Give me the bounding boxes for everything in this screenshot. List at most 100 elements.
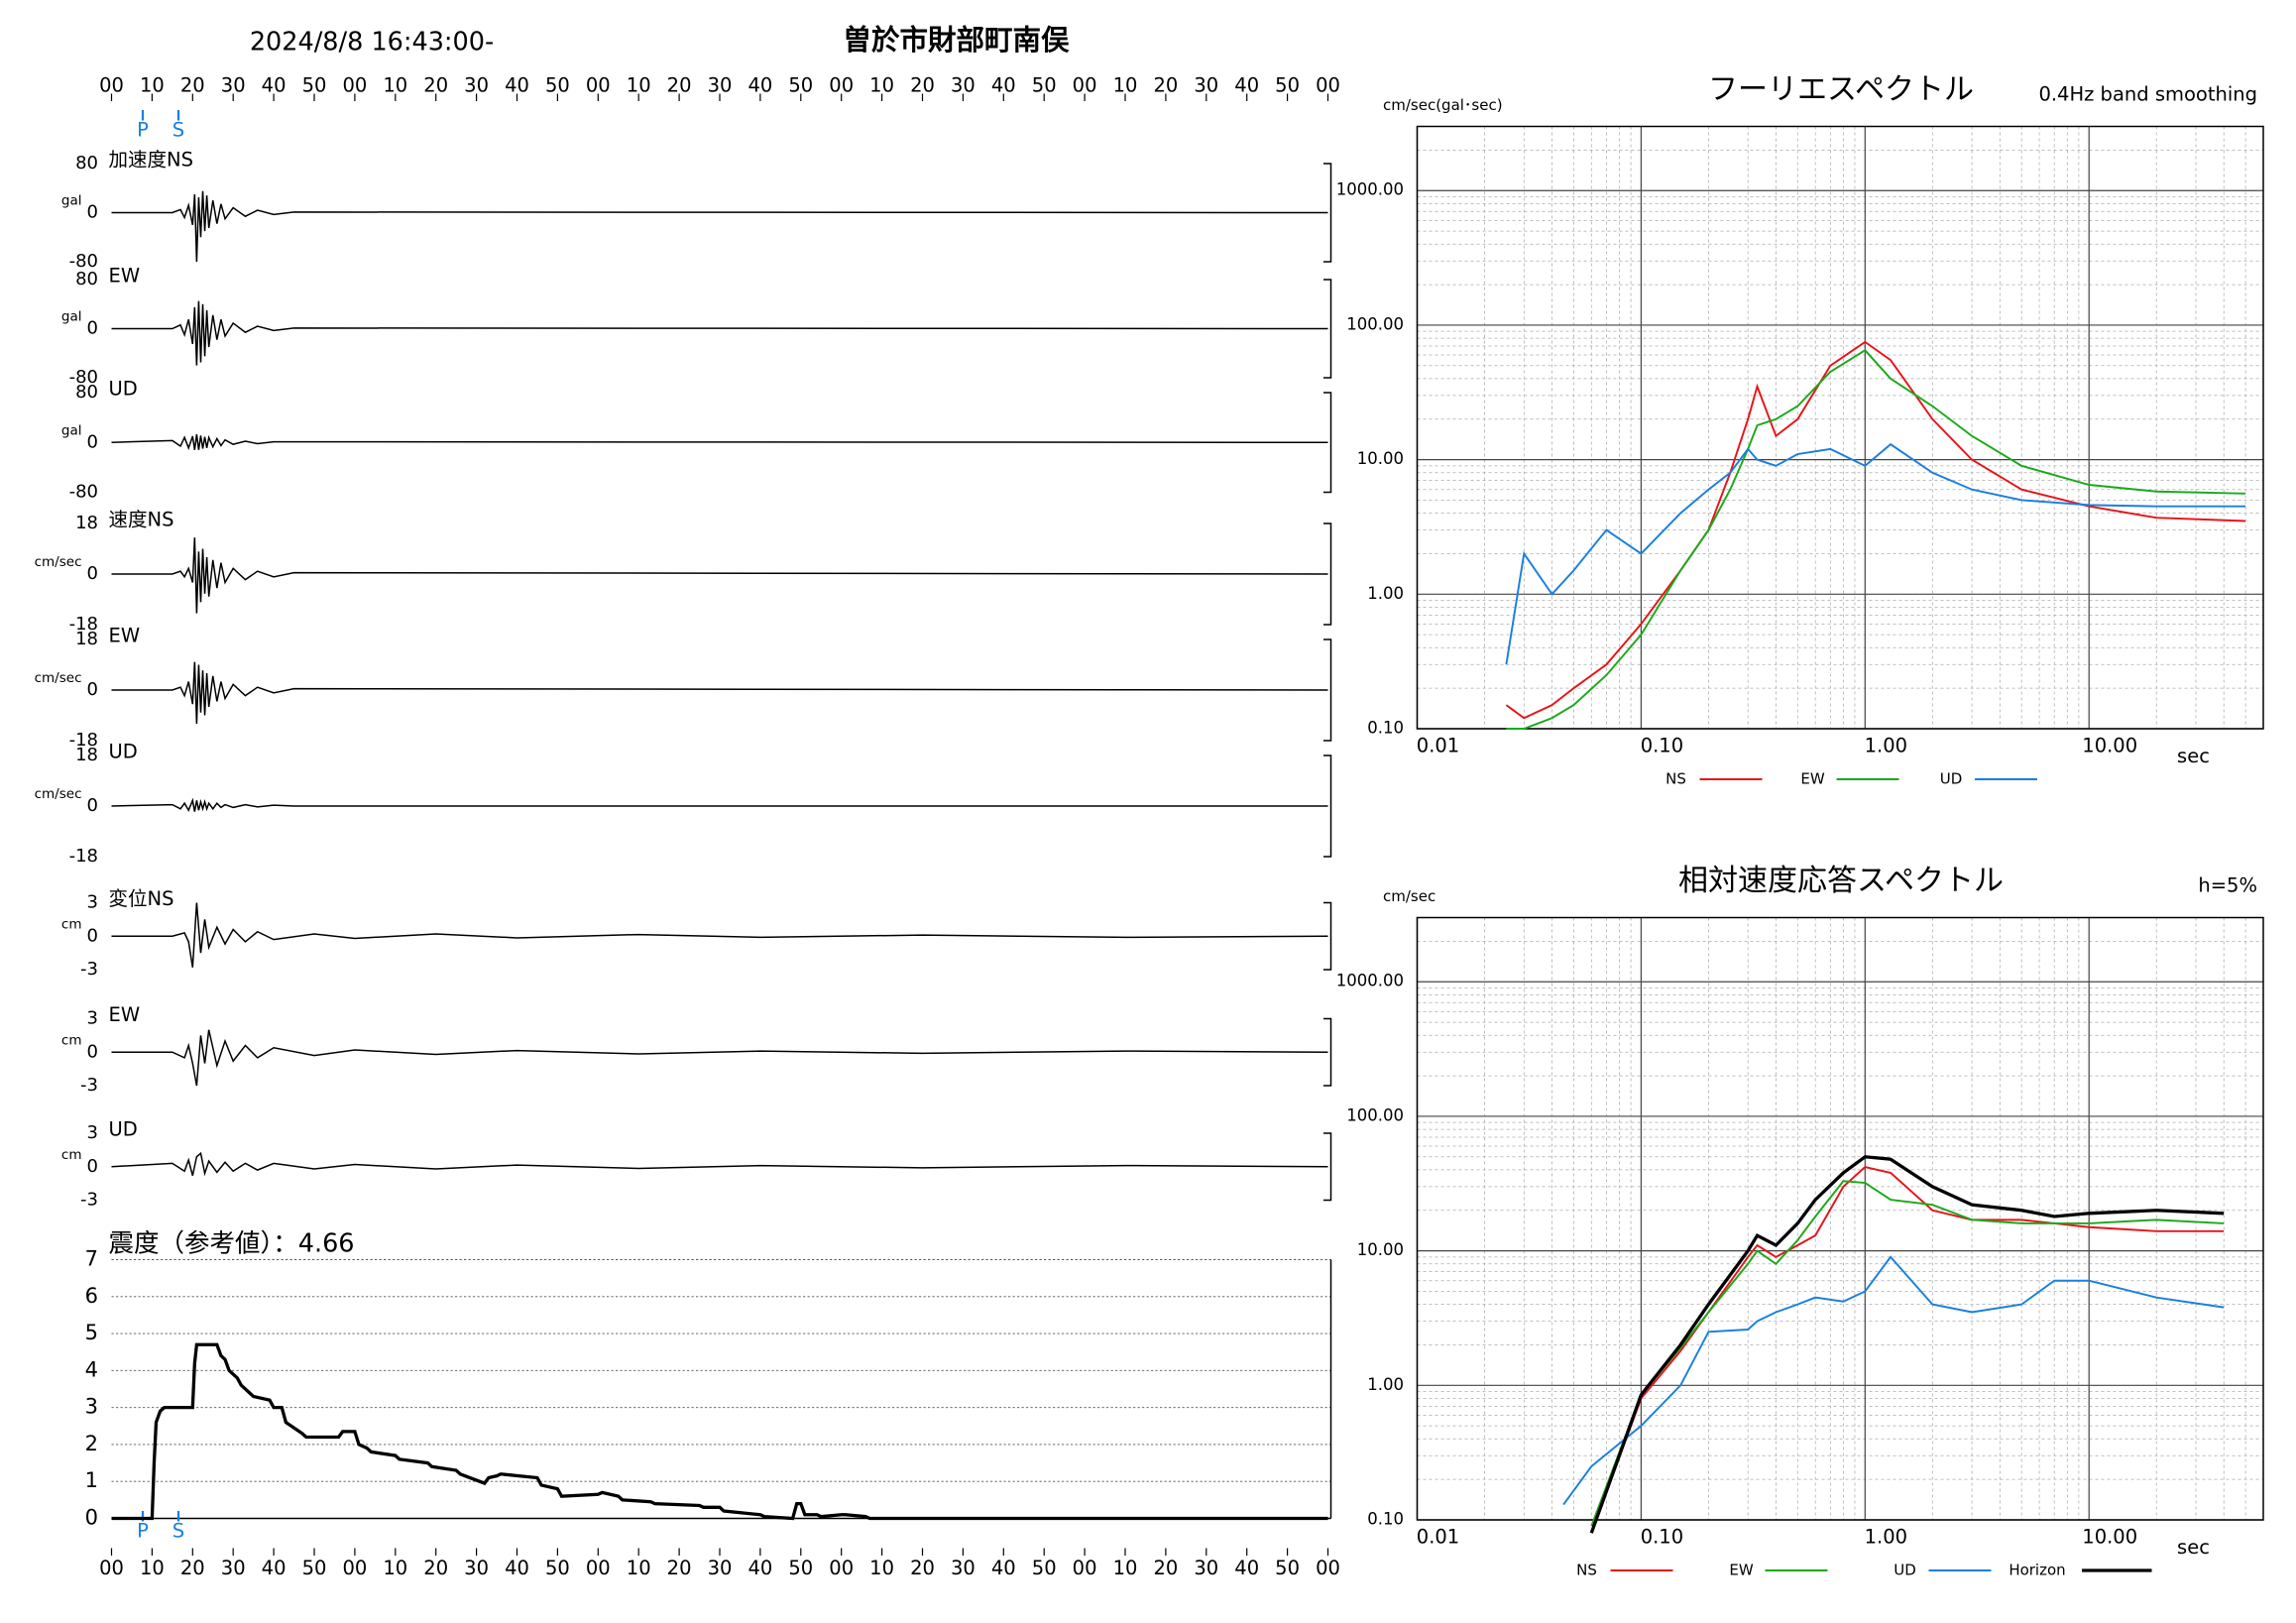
datetime: 2024/8/8 16:43:00-: [250, 28, 494, 58]
y-tick-label: 3: [87, 892, 98, 913]
phase-label: P: [137, 1520, 149, 1543]
phase-label: S: [172, 1520, 184, 1543]
plot-frame: [1416, 125, 2264, 730]
y-tick-label: 1.00: [1367, 584, 1404, 603]
y-tick-label: 4: [85, 1357, 98, 1381]
panel-frame: [1323, 392, 1332, 494]
unit-label: cm: [61, 1032, 82, 1048]
x-tick-label: 00: [99, 74, 124, 97]
x-tick-label: 10: [140, 1557, 165, 1579]
spectrum-line: [1505, 340, 2246, 720]
panel-title: EW: [109, 265, 141, 288]
panel-frame: [1323, 638, 1332, 742]
unit-label: cm/sec: [35, 554, 82, 570]
x-tick-label: 30: [464, 74, 489, 97]
x-tick-label: 00: [1073, 1557, 1097, 1579]
x-tick-label: 30: [951, 74, 976, 97]
x-tick-label: 30: [708, 74, 733, 97]
x-tick-label: 30: [708, 1557, 733, 1579]
x-tick-label: 20: [1153, 74, 1178, 97]
panel-title: EW: [109, 1003, 141, 1026]
y-tick-label: 0: [87, 202, 98, 223]
trace: [111, 902, 1328, 968]
x-tick-label: 40: [991, 74, 1016, 97]
y-tick-label: -3: [80, 1190, 98, 1211]
y-tick-label: 0: [87, 1041, 98, 1062]
x-tick-label: 1.00: [1865, 1526, 1907, 1549]
y-tick-label: 0: [87, 1156, 98, 1177]
y-tick-label: 0: [87, 563, 98, 584]
x-tick-label: 10: [383, 74, 407, 97]
y-tick-label: 7: [85, 1247, 98, 1271]
legend-label: NS: [1576, 1562, 1597, 1579]
unit-label: gal: [61, 193, 82, 209]
x-tick-label: 10: [383, 1557, 407, 1579]
y-tick-label: 3: [87, 1122, 98, 1143]
y-tick-label: 10.00: [1357, 1240, 1404, 1259]
x-tick-label: 40: [747, 74, 772, 97]
x-tick-label: 20: [1153, 1557, 1178, 1579]
panel-title: 震度（参考値）：4.66: [109, 1229, 355, 1259]
y-tick-label: 0.10: [1367, 1510, 1404, 1529]
x-tick-label: 10: [627, 1557, 651, 1579]
x-tick-label: 20: [180, 74, 205, 97]
unit-label: cm: [61, 916, 82, 932]
panel-title: 加速度NS: [109, 149, 193, 172]
panel-frame: [1323, 754, 1332, 858]
y-tick-label: 3: [87, 1008, 98, 1029]
x-tick-label: 20: [667, 74, 692, 97]
x-tick-label: 40: [1234, 1557, 1259, 1579]
unit-label: cm/sec: [35, 786, 82, 802]
x-tick-label: 40: [747, 1557, 772, 1579]
x-tick-label: 0.10: [1641, 735, 1683, 757]
x-tick-label: 00: [1316, 74, 1340, 97]
y-tick-label: 10.00: [1357, 449, 1404, 468]
x-tick-label: 50: [788, 1557, 813, 1579]
y-tick-label: 18: [75, 745, 98, 765]
y-tick-label: 0: [85, 1506, 98, 1530]
x-tick-label: 20: [910, 74, 935, 97]
y-axis-label: cm/sec(gal･sec): [1383, 96, 1503, 114]
panel-title: UD: [109, 378, 138, 401]
x-tick-label: 50: [788, 74, 813, 97]
x-tick-label: 0.01: [1417, 735, 1459, 757]
x-tick-label: 20: [910, 1557, 935, 1579]
phase-label: P: [137, 119, 149, 142]
y-tick-label: 18: [75, 629, 98, 649]
y-axis-label: cm/sec: [1383, 887, 1435, 905]
y-tick-label: 1: [85, 1468, 98, 1492]
x-axis-label: sec: [2177, 1536, 2210, 1559]
legend-label: EW: [1729, 1562, 1753, 1579]
phase-label: S: [172, 119, 184, 142]
unit-label: gal: [61, 422, 82, 438]
chart-title: フーリエスペクトル: [1708, 72, 1974, 107]
y-tick-label: 6: [85, 1284, 98, 1308]
trace: [111, 797, 1328, 812]
x-tick-label: 50: [1275, 74, 1300, 97]
panel-title: EW: [109, 625, 141, 647]
x-tick-label: 10.00: [2082, 735, 2137, 757]
panel-frame: [1323, 901, 1332, 971]
y-tick-label: 1000.00: [1336, 972, 1404, 990]
y-tick-label: 0: [87, 318, 98, 339]
x-tick-label: 50: [545, 74, 570, 97]
y-tick-label: -18: [69, 614, 98, 635]
unit-label: gal: [61, 309, 82, 325]
y-tick-label: -3: [80, 959, 98, 980]
x-tick-label: 00: [99, 1557, 124, 1579]
x-tick-label: 30: [221, 74, 246, 97]
x-tick-label: 00: [1316, 1557, 1340, 1579]
y-tick-label: 0: [87, 795, 98, 816]
trace: [111, 661, 1328, 725]
y-tick-label: 100.00: [1346, 314, 1404, 333]
y-tick-label: 2: [85, 1432, 98, 1455]
panel-frame: [1323, 279, 1332, 379]
y-tick-label: -80: [69, 367, 98, 388]
panel-frame: [1323, 1017, 1332, 1087]
trace: [111, 1151, 1328, 1177]
legend-label: NS: [1665, 770, 1686, 788]
x-tick-label: 0.10: [1641, 1526, 1683, 1549]
x-tick-label: 30: [951, 1557, 976, 1579]
x-tick-label: 50: [545, 1557, 570, 1579]
